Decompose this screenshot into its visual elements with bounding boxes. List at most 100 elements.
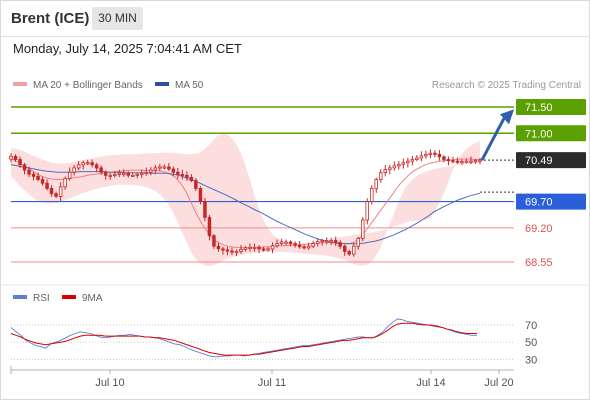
candle-body — [130, 174, 135, 177]
candle — [230, 247, 234, 256]
candle — [275, 239, 279, 248]
candle — [144, 167, 148, 176]
x-tick-label: Jul 10 — [95, 377, 124, 389]
candle — [266, 247, 270, 252]
candle-body — [302, 246, 306, 249]
candle-body — [424, 153, 428, 157]
candle-body — [275, 243, 279, 247]
candle — [139, 169, 144, 178]
candle-body — [257, 246, 261, 250]
candle — [234, 249, 239, 257]
price-label-71.00: 71.00 — [516, 125, 586, 142]
copyright-text: Research © 2025 Trading Central — [431, 80, 581, 91]
candle — [243, 246, 248, 252]
candle — [424, 150, 428, 159]
candle — [99, 165, 103, 175]
candle — [410, 155, 415, 166]
legend-ma50-label: MA 50 — [175, 80, 204, 91]
candle-body — [374, 179, 378, 189]
candle — [189, 174, 194, 183]
candle — [148, 167, 153, 176]
candle — [248, 243, 252, 252]
candle-body — [360, 219, 365, 239]
candle — [212, 234, 216, 249]
price-label-box — [516, 125, 586, 142]
candle-body — [36, 175, 40, 180]
candle-body — [234, 251, 239, 254]
price-label-68.55: 68.55 — [525, 257, 553, 269]
candle-body — [239, 248, 243, 252]
candle-body — [451, 160, 455, 163]
candle-body — [230, 250, 234, 253]
candle — [293, 241, 297, 248]
candle-body — [397, 163, 401, 167]
candle-body — [63, 178, 67, 188]
rsi-tick-50: 50 — [525, 337, 537, 349]
candle-body — [410, 159, 415, 162]
candle-body — [284, 241, 288, 244]
candle-body — [320, 240, 324, 243]
candle — [158, 163, 162, 171]
candle — [122, 169, 126, 177]
candle-body — [383, 169, 387, 174]
candle — [126, 171, 131, 178]
candle-body — [329, 240, 333, 243]
candle — [288, 240, 293, 247]
instrument-name: Brent (ICE) — [11, 10, 90, 27]
candle-body — [45, 182, 49, 189]
legend-rsi-label: RSI — [33, 293, 50, 304]
candle — [36, 172, 40, 182]
candle — [27, 166, 31, 178]
legend-rsi: RSI — [13, 293, 50, 304]
candle-body — [378, 172, 383, 180]
price-label-71.50: 71.50 — [516, 99, 586, 115]
candle — [342, 244, 347, 256]
candle — [13, 154, 18, 162]
candle-body — [76, 164, 81, 169]
candle-body — [18, 159, 22, 166]
forecast-arrow-head — [500, 109, 514, 125]
candle — [9, 153, 13, 163]
candle-body — [460, 161, 464, 164]
candle — [397, 161, 401, 170]
candle — [446, 156, 451, 166]
ma9-swatch — [62, 295, 76, 300]
candle-body — [135, 173, 139, 176]
candle-body — [122, 172, 126, 175]
candle-body — [176, 171, 180, 175]
candle-body — [162, 166, 167, 169]
x-tick-label: Jul 20 — [484, 377, 513, 389]
candle — [365, 198, 369, 225]
candle — [455, 157, 460, 164]
candle-body — [90, 162, 94, 166]
candle — [451, 156, 455, 164]
candle-body — [442, 156, 446, 160]
candle — [469, 156, 473, 165]
legend-ma50: MA 50 — [155, 80, 203, 91]
candle-body — [99, 167, 103, 173]
candle — [460, 159, 464, 165]
candle-body — [72, 167, 76, 173]
candle — [257, 244, 261, 254]
candle-body — [22, 164, 27, 171]
timeframe-button[interactable]: 30 MIN — [92, 7, 143, 30]
candle-body — [293, 243, 297, 246]
candle-body — [261, 248, 266, 251]
candle-body — [113, 173, 117, 176]
candle-body — [419, 155, 424, 159]
price-label-text: 69.70 — [525, 197, 553, 209]
candle-body — [297, 244, 302, 248]
candle-body — [252, 246, 257, 249]
candle-body — [49, 187, 54, 195]
legend-ma20-label: MA 20 + Bollinger Bands — [33, 80, 143, 91]
candle — [103, 170, 108, 180]
candle-body — [248, 246, 252, 249]
candle — [378, 169, 383, 183]
candle — [31, 171, 36, 181]
forecast-arrow-shaft — [480, 117, 506, 161]
rsi-swatch — [13, 295, 27, 300]
candle — [225, 246, 230, 256]
candle — [135, 172, 139, 179]
candle — [279, 238, 284, 246]
